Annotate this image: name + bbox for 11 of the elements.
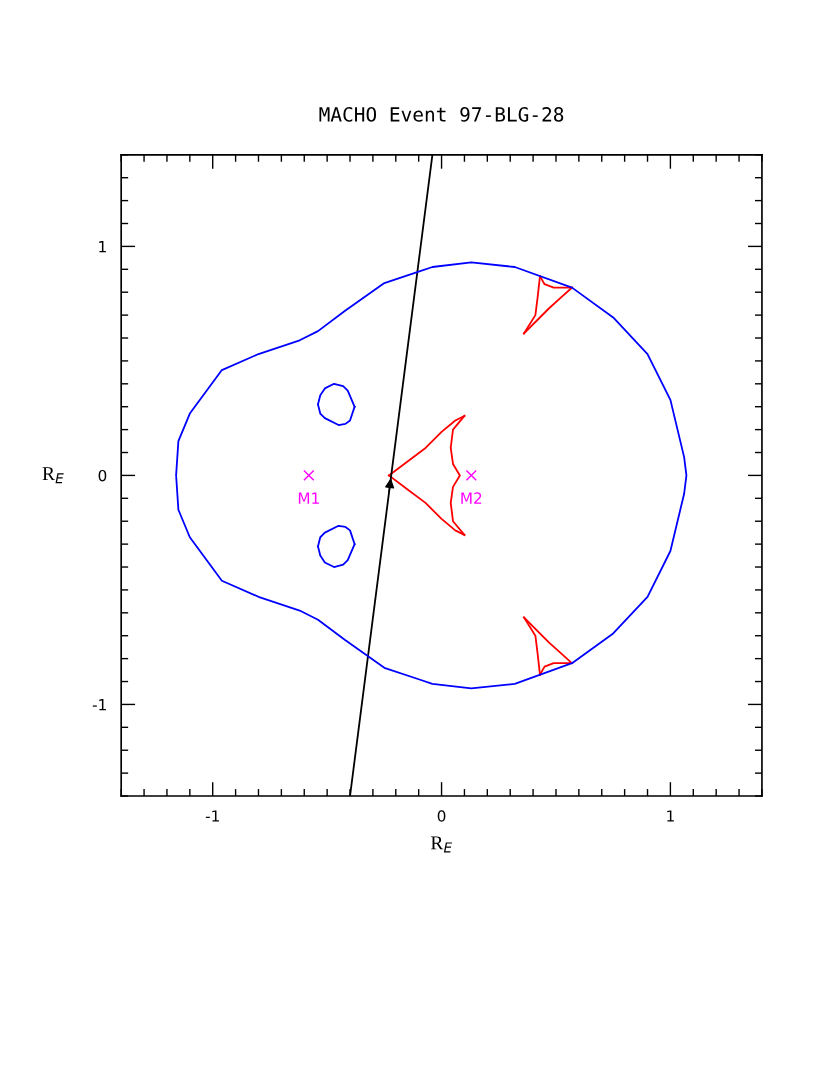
- x-tick-label: 0: [437, 810, 446, 822]
- y-tick-label: 1: [99, 241, 106, 253]
- x-axis-title: R$_{E}$: [430, 836, 453, 853]
- series-label: M1: [298, 492, 319, 504]
- x-tick-label: -1: [205, 810, 219, 822]
- y-axis-title: R$_{E}$: [42, 467, 64, 484]
- y-tick-label: 0: [98, 469, 107, 482]
- y-tick-label: -1: [92, 699, 106, 711]
- chart-title: MACHO Event 97-BLG-28: [319, 107, 564, 122]
- x-tick-label: 1: [667, 810, 674, 822]
- series-label: M2: [461, 492, 482, 504]
